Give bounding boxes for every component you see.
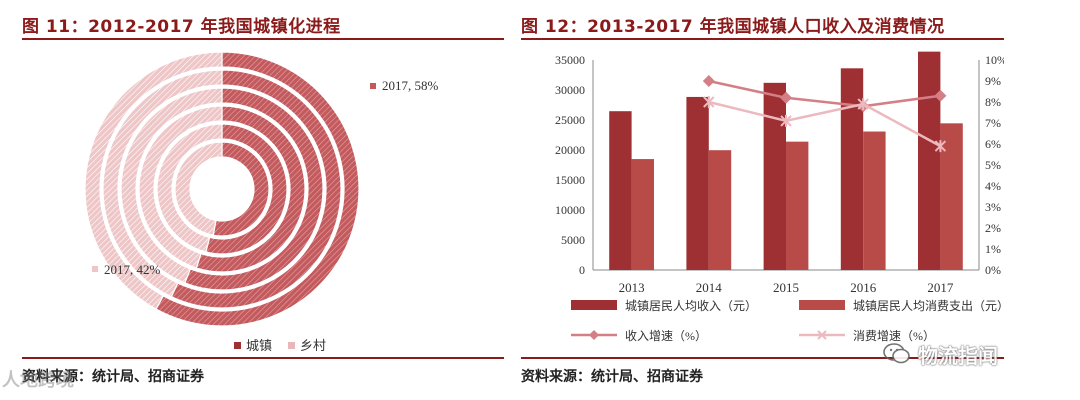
y2-tick-label: 0% xyxy=(985,263,1001,277)
figure-12-title: 图 12：2013-2017 年我国城镇人口收入及消费情况 xyxy=(521,17,945,37)
legend-marker-1 xyxy=(288,342,295,349)
consumption-growth-line xyxy=(708,100,941,148)
y2-tick-label: 8% xyxy=(985,95,1001,109)
legend-swatch-1 xyxy=(799,300,845,310)
x-tick-label: 2015 xyxy=(773,280,799,295)
figure-12-source: 资料来源：统计局、招商证券 xyxy=(521,369,703,385)
y2-tick-label: 9% xyxy=(985,74,1001,88)
y-tick-label: 30000 xyxy=(555,83,585,97)
income-bar-2017 xyxy=(918,51,941,271)
wechat-icon xyxy=(883,343,910,364)
y-tick-label: 15000 xyxy=(555,173,585,187)
income-growth-point xyxy=(934,89,947,102)
y2-tick-label: 6% xyxy=(985,137,1001,151)
consumption-bar-2014 xyxy=(708,150,732,270)
rural-ring-2014 xyxy=(138,105,223,269)
income-growth-point xyxy=(780,91,792,104)
x-tick-label: 2014 xyxy=(696,280,723,295)
y-tick-label: 20000 xyxy=(555,143,585,157)
title-rule xyxy=(22,38,504,40)
legend-label-0: 城镇居民人均收入（元） xyxy=(625,299,757,313)
y-tick-label: 5000 xyxy=(561,233,585,247)
rural-label-marker xyxy=(92,266,98,272)
legend-label-2: 收入增速（%） xyxy=(625,329,707,343)
corner-watermark: 人地跨境 xyxy=(2,370,74,391)
consumption-bar-2013 xyxy=(631,159,654,270)
income-bar-2015 xyxy=(763,82,786,270)
legend-label-1: 乡村 xyxy=(300,338,326,353)
rural-ring-2017 xyxy=(84,51,223,310)
consumption-growth-point xyxy=(857,98,869,111)
rural-ring-2016 xyxy=(102,69,223,298)
legend-swatch-3 xyxy=(799,330,845,340)
title-rule xyxy=(521,38,1004,40)
x-tick-label: 2016 xyxy=(850,280,877,295)
consumption-bar-2016 xyxy=(863,131,886,270)
income-growth-line xyxy=(708,79,941,108)
income-bar-2014 xyxy=(686,96,709,270)
legend-label-1: 城镇居民人均消费支出（元） xyxy=(853,299,1004,313)
y2-tick-label: 4% xyxy=(985,179,1001,193)
income-consumption-chart: 0 5000 10000 15000 20000 25000 30000 35000 0% 1% 2… xyxy=(555,51,1004,343)
urbanization-panel: 图 11：2012-2017 年我国城镇化进程 2017, 58% 2017, … xyxy=(22,0,504,400)
y2-tick-label: 1% xyxy=(985,242,1001,256)
wechat-watermark: 物流指闻 xyxy=(882,338,1072,370)
consumption-growth-point xyxy=(703,96,715,108)
rural-2017-label: 2017, 42% xyxy=(104,262,161,277)
figure-11-title: 图 11：2012-2017 年我国城镇化进程 xyxy=(22,17,341,37)
y2-tick-label: 5% xyxy=(985,158,1001,172)
legend-marker-0 xyxy=(234,342,241,349)
source-rule xyxy=(521,357,1004,359)
consumption-growth-point xyxy=(780,114,792,127)
x-tick-label: 2013 xyxy=(619,280,645,295)
y2-tick-label: 7% xyxy=(985,116,1001,130)
y2-tick-label: 2% xyxy=(985,221,1001,235)
rural-ring-2013 xyxy=(156,123,223,253)
legend-label-0: 城镇 xyxy=(246,338,272,353)
consumption-bar-2015 xyxy=(786,141,809,270)
legend-swatch-0 xyxy=(571,300,617,310)
rural-ring-2015 xyxy=(120,87,223,284)
legend-label-3: 消费增速（%） xyxy=(853,329,935,343)
legend-swatch-2 xyxy=(571,330,617,340)
watermark-text: 物流指闻 xyxy=(918,343,998,368)
income-growth-point xyxy=(702,75,715,87)
urban-label-marker xyxy=(370,83,376,89)
urbanization-donut-chart: 2017, 58% 2017, 42% 城镇 乡村 xyxy=(84,51,439,353)
y-tick-label: 10000 xyxy=(555,203,585,217)
urban-ring-2012 xyxy=(212,141,270,237)
figure-11-source: 资料来源：统计局、招商证券 xyxy=(22,369,204,385)
y-tick-label: 25000 xyxy=(555,113,585,127)
urban-2017-label: 2017, 58% xyxy=(382,78,439,93)
source-rule xyxy=(22,357,504,359)
x-tick-label: 2017 xyxy=(927,280,954,295)
y2-tick-label: 10% xyxy=(985,53,1004,67)
consumption-bar-2017 xyxy=(940,123,963,270)
y2-tick-label: 3% xyxy=(985,200,1001,214)
income-consumption-panel: 图 12：2013-2017 年我国城镇人口收入及消费情况 0 5000 10000… xyxy=(521,0,1004,400)
consumption-growth-point xyxy=(934,140,947,153)
income-bar-2013 xyxy=(609,111,632,270)
income-bar-2016 xyxy=(840,68,864,270)
y-tick-label: 35000 xyxy=(555,53,585,67)
rural-ring-2012 xyxy=(174,141,223,236)
y-tick-label: 0 xyxy=(579,263,585,277)
